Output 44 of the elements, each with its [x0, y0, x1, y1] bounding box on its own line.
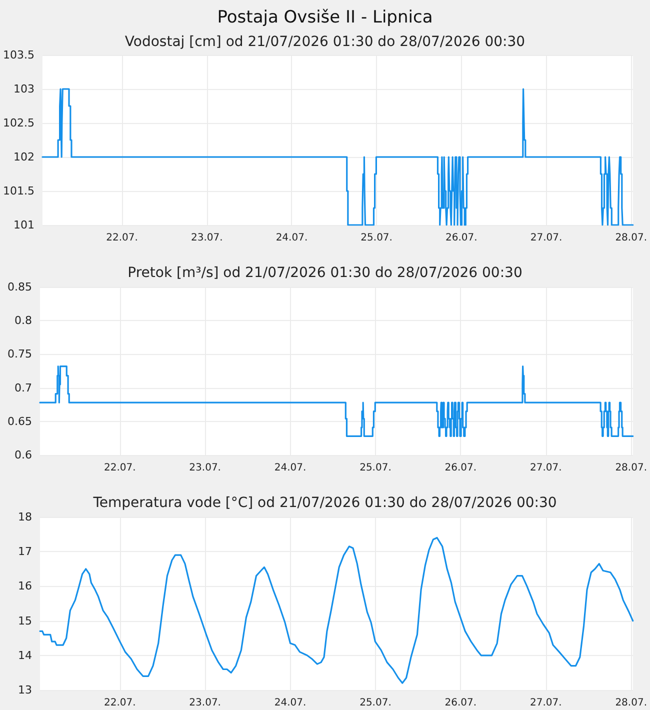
y-tick-label: 101: [13, 218, 34, 232]
y-tick-label: 103: [13, 82, 34, 96]
line-series: [39, 536, 634, 684]
chart-title: Temperatura vode [°C] od 21/07/2026 01:30 do 28/07/2026 00:30: [92, 495, 557, 511]
y-tick-label: 15: [18, 614, 32, 628]
x-tick-label: 24.07.: [276, 232, 308, 244]
x-tick-label: 22.07.: [104, 698, 136, 708]
x-tick-label: 24.07.: [274, 462, 306, 474]
x-tick-label: 27.07.: [530, 698, 562, 708]
y-tick-label: 0.8: [14, 314, 32, 328]
x-tick-label: 22.07.: [104, 462, 136, 474]
x-tick-label: 25.07.: [360, 232, 392, 244]
x-tick-label: 28.07.: [615, 698, 648, 708]
x-tick-label: 27.07.: [530, 232, 562, 244]
y-tick-label: 18: [18, 510, 32, 524]
y-tick-label: 102.5: [2, 116, 34, 130]
x-tick-label: 27.07.: [530, 462, 562, 474]
x-tick-label: 24.07.: [274, 698, 306, 708]
x-tick-label: 25.07.: [360, 698, 392, 708]
chart-subtitle: Vodostaj [cm] od 21/07/2026 01:30 do 28/07/2026 00:30: [124, 34, 526, 50]
x-tick-label: 23.07.: [189, 462, 221, 474]
x-tick-label: 28.07.: [615, 232, 648, 244]
y-tick-label: 14: [18, 648, 32, 662]
y-tick-label: 16: [18, 580, 32, 593]
x-tick-label: 25.07.: [360, 462, 392, 474]
y-tick-label: 102: [13, 150, 34, 164]
x-tick-label: 23.07.: [189, 698, 221, 708]
y-tick-label: 101.5: [2, 184, 34, 198]
y-tick-label: 13: [18, 684, 32, 696]
x-tick-label: 26.07.: [444, 462, 477, 474]
x-tick-label: 26.07.: [444, 698, 477, 708]
y-tick-label: 0.7: [14, 381, 32, 394]
y-tick-label: 0.85: [8, 280, 32, 294]
chart-title: Pretok [m³/s] od 21/07/2026 01:30 do 28/07/2026 00:30: [128, 265, 522, 281]
y-tick-label: 0.75: [8, 348, 32, 361]
y-tick-label: 0.65: [8, 414, 32, 428]
y-tick-label: 17: [18, 545, 32, 558]
chart-title: Postaja Ovsiše II - Lipnica: [217, 8, 433, 28]
x-tick-label: 28.07.: [615, 462, 648, 474]
y-tick-label: 103.5: [2, 48, 34, 62]
x-tick-label: 22.07.: [106, 232, 138, 244]
y-tick-label: 0.6: [14, 448, 32, 462]
x-tick-label: 23.07.: [190, 232, 223, 244]
x-tick-label: 26.07.: [446, 232, 478, 244]
